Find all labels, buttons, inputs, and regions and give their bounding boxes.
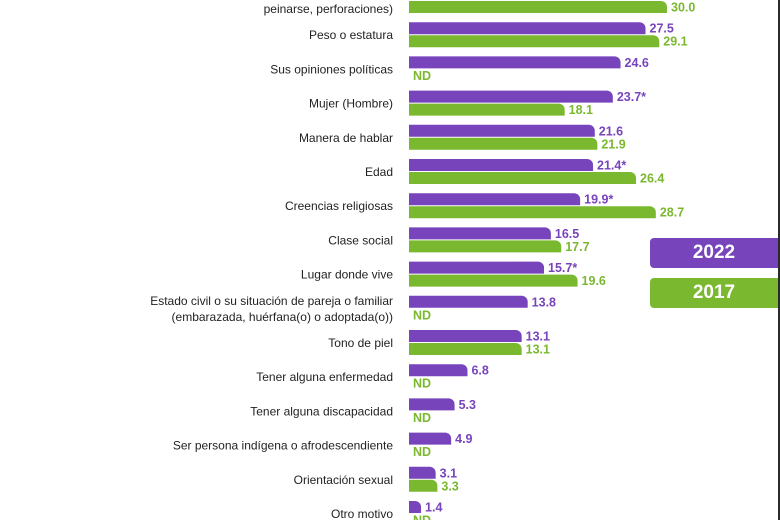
- bar-2022: [409, 159, 594, 171]
- category-label: Otro motivo: [331, 507, 393, 520]
- bar-2022: [409, 432, 452, 445]
- bar-2022: [409, 90, 613, 103]
- data-label-2017: ND: [413, 411, 431, 425]
- legend-2022: 2022: [650, 238, 778, 268]
- legend-label-2022: 2022: [692, 242, 736, 263]
- data-label-2022: 13.1: [526, 330, 550, 344]
- category-label: Tener alguna discapacidad: [250, 404, 393, 418]
- bar-2022: [409, 261, 545, 274]
- bar-2022: [409, 124, 595, 137]
- data-label-2017: ND: [413, 69, 431, 83]
- bar-2017: [409, 103, 565, 116]
- bar-2022: [409, 295, 528, 308]
- legend-label-2017: 2017: [692, 282, 736, 303]
- category-label: (embarazada, huérfana(o) o adoptada(o)): [172, 310, 393, 324]
- bar-2022: [409, 330, 522, 342]
- data-label-2017: 3.3: [441, 479, 458, 493]
- bar-2022: [409, 364, 468, 377]
- data-label-2022: 21.4*: [597, 159, 626, 173]
- data-label-2022: 15.7*: [548, 261, 577, 275]
- bar-2022: [409, 466, 436, 479]
- data-label-2017: 17.7: [565, 240, 589, 254]
- data-label-2022: 23.7*: [617, 90, 646, 104]
- data-label-2022: 3.1: [440, 466, 457, 480]
- category-label: Tener alguna enfermedad: [256, 370, 393, 384]
- right-border: [778, 0, 780, 520]
- data-label-2017: ND: [413, 445, 431, 459]
- category-label: Tono de piel: [328, 336, 393, 350]
- data-label-2017: 18.1: [569, 103, 593, 117]
- bar-2017: [409, 172, 637, 184]
- data-label-2022: 24.6: [625, 56, 649, 70]
- bar-2017: [409, 1, 667, 13]
- data-label-2017: 19.6: [582, 274, 606, 288]
- category-label: Orientación sexual: [294, 473, 393, 487]
- bar-2022: [409, 22, 646, 35]
- category-label: Ser persona indígena o afrodescendiente: [173, 439, 393, 453]
- bar-2017: [409, 274, 578, 287]
- bar-2022: [409, 227, 551, 240]
- legend-2017: 2017: [650, 278, 778, 308]
- data-label-2017: 21.9: [601, 137, 625, 151]
- category-label: Clase social: [328, 233, 393, 247]
- category-label: Edad: [365, 165, 393, 179]
- category-label: Lugar donde vive: [301, 268, 393, 282]
- bar-2017: [409, 35, 660, 48]
- data-label-2022: 16.5: [555, 227, 579, 241]
- data-label-2017: ND: [413, 308, 431, 322]
- bar-2022: [409, 398, 455, 411]
- category-label: Sus opiniones políticas: [270, 62, 393, 76]
- data-label-2022: 27.5: [650, 22, 674, 36]
- bar-2017: [409, 479, 438, 492]
- bar-2022: [409, 501, 422, 513]
- bar-2017: [409, 343, 522, 355]
- category-label: Peso o estatura: [309, 28, 393, 42]
- data-label-2022: 21.6: [599, 124, 623, 138]
- data-label-2022: 19.9*: [584, 193, 613, 207]
- data-label-2017: 13.1: [526, 343, 550, 357]
- data-label-2022: 6.8: [471, 364, 488, 378]
- bar-2017: [409, 240, 562, 253]
- data-label-2017: ND: [413, 377, 431, 391]
- data-label-2017: 29.1: [663, 35, 687, 49]
- data-label-2017: 28.7: [660, 206, 684, 220]
- category-label: Creencias religiosas: [285, 199, 393, 213]
- bar-2017: [409, 206, 656, 219]
- data-label-2022: 4.9: [455, 432, 472, 446]
- data-label-2017: 26.4: [640, 172, 664, 186]
- data-label-2022: 13.8: [532, 295, 556, 309]
- category-label: peinarse, perforaciones): [264, 2, 393, 16]
- data-label-2017: 30.0: [671, 1, 695, 15]
- data-label-2017: ND: [413, 514, 431, 520]
- bar-2017: [409, 137, 598, 150]
- category-label: Estado civil o su situación de pareja o …: [150, 294, 393, 308]
- data-label-2022: 5.3: [459, 398, 476, 412]
- category-label: Mujer (Hombre): [309, 97, 393, 111]
- bar-2022: [409, 56, 621, 69]
- data-label-2022: 1.4: [425, 501, 442, 515]
- bar-2022: [409, 193, 581, 206]
- category-label: Manera de hablar: [299, 131, 393, 145]
